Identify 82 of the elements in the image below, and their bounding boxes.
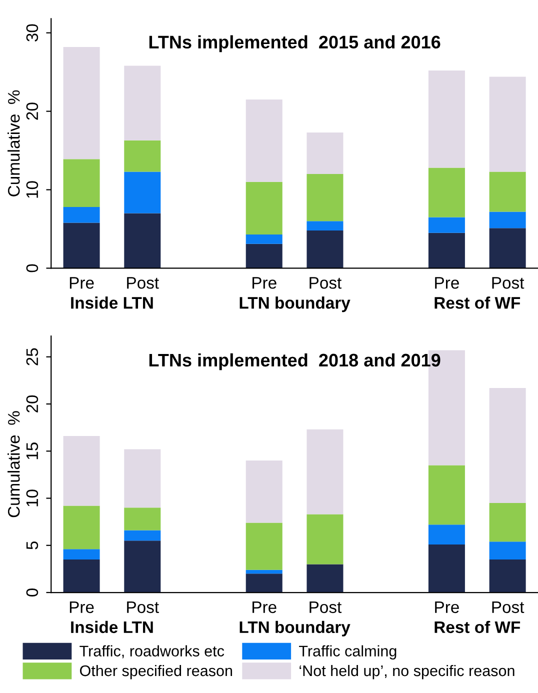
- bar: [489, 172, 526, 212]
- bar: [428, 544, 465, 593]
- bar: [489, 542, 526, 560]
- y-tick-label: 25: [26, 348, 38, 366]
- legend-label: Traffic calming: [299, 645, 396, 660]
- x-tick-label: Post: [492, 601, 524, 614]
- bar: [246, 460, 282, 523]
- bar: [306, 230, 344, 268]
- bar: [428, 217, 465, 233]
- bar: [428, 168, 465, 218]
- bar: [489, 502, 526, 542]
- bar: [63, 506, 100, 550]
- bar: [246, 574, 282, 593]
- bar: [428, 232, 465, 268]
- bar: [246, 244, 282, 268]
- x-tick-label: Pre: [252, 277, 276, 289]
- y-axis-title: Cumulative %: [8, 90, 20, 196]
- bar: [63, 46, 100, 160]
- text: LTNs implemented 2015 and 2016: [149, 35, 440, 52]
- bar: [246, 182, 282, 234]
- legend-label: Other specified reason: [80, 664, 232, 680]
- bar: [306, 564, 344, 593]
- bar: [246, 100, 282, 182]
- bar: [124, 140, 161, 172]
- text: Inside LTN: [71, 296, 153, 309]
- bar: [124, 530, 161, 541]
- y-tick-label: 10: [26, 490, 38, 506]
- bar: [306, 514, 344, 564]
- text: Inside LTN: [71, 620, 153, 634]
- bar: [124, 213, 161, 268]
- bar: [489, 560, 526, 593]
- bar: [124, 449, 161, 508]
- bar: [63, 207, 100, 223]
- bar: [63, 159, 100, 207]
- y-tick-label: 20: [26, 102, 38, 120]
- bar: [489, 212, 526, 228]
- bar: [63, 549, 100, 560]
- bar: [306, 132, 344, 174]
- x-tick-label: Pre: [435, 277, 459, 289]
- x-tick-label: Post: [492, 277, 524, 289]
- bar: [306, 221, 344, 231]
- x-tick-label: Post: [127, 601, 159, 614]
- bar: [63, 560, 100, 593]
- y-tick-label: 0: [26, 264, 38, 272]
- x-tick-label: Pre: [70, 601, 94, 614]
- bar: [246, 570, 282, 574]
- bar: [63, 436, 100, 506]
- y-tick-label: 5: [26, 541, 38, 550]
- bar: [489, 228, 526, 268]
- bar: [489, 76, 526, 172]
- text: LTNs implemented 2018 and 2019: [149, 353, 440, 370]
- x-tick-label: Pre: [435, 601, 459, 614]
- text: Rest of WF: [434, 620, 520, 634]
- y-tick-label: 10: [26, 181, 38, 198]
- text: Rest of WF: [434, 296, 520, 309]
- y-tick-label: 0: [26, 588, 38, 596]
- text: LTN boundary: [240, 296, 350, 312]
- bar: [124, 66, 161, 140]
- y-axis-title: Cumulative %: [8, 411, 20, 518]
- bar: [246, 522, 282, 570]
- bar: [124, 508, 161, 530]
- bar: [124, 172, 161, 214]
- bar: [489, 388, 526, 503]
- y-tick-label: 15: [26, 442, 38, 460]
- y-tick-label: 20: [26, 395, 38, 412]
- x-tick-label: Post: [310, 277, 342, 289]
- bar: [428, 70, 465, 168]
- bar: [124, 540, 161, 593]
- bar: [428, 465, 465, 525]
- x-tick-label: Pre: [252, 601, 276, 614]
- bar: [306, 174, 344, 222]
- legend-label: ‘Not held up’, no specific reason: [300, 664, 514, 680]
- x-tick-label: Pre: [70, 277, 94, 289]
- bar: [63, 222, 100, 268]
- legend-label: Traffic, roadworks etc: [80, 645, 224, 658]
- text: LTN boundary: [240, 620, 350, 636]
- bar: [428, 524, 465, 544]
- bar: [306, 429, 344, 514]
- x-tick-label: Post: [127, 277, 159, 289]
- y-tick-label: 30: [26, 24, 38, 42]
- bar: [246, 234, 282, 244]
- x-tick-label: Post: [310, 601, 342, 614]
